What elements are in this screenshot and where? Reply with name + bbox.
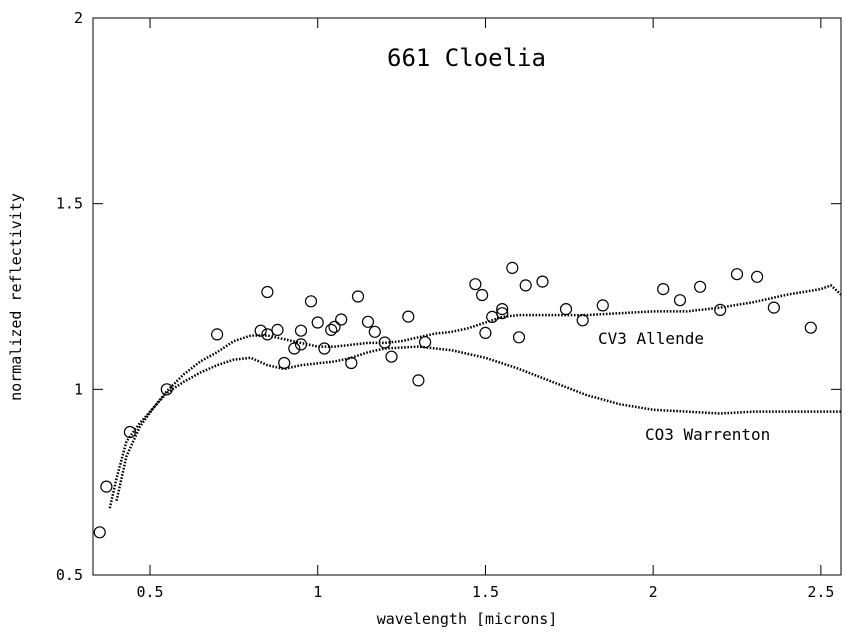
data-point (476, 288, 489, 302)
y-tick-label: 1.5 (56, 195, 83, 213)
data-point (536, 275, 549, 288)
data-point (278, 356, 291, 370)
data-point (730, 268, 744, 281)
data-point (412, 374, 425, 387)
series-label-co3-warrenton: CO3 Warrenton (645, 425, 770, 444)
data-point (673, 294, 687, 307)
data-point (767, 301, 781, 314)
data-point (512, 331, 526, 344)
data-point (496, 307, 509, 320)
data-point (335, 313, 348, 326)
y-tick-label: 0.5 (56, 566, 83, 584)
data-point (100, 480, 113, 493)
comparison-spectra (108, 283, 842, 509)
data-point (304, 295, 318, 308)
data-point (469, 278, 482, 291)
series-line-cv3-allende (108, 283, 842, 509)
data-point (378, 336, 391, 349)
asteroid-data-points (93, 261, 817, 539)
data-point (693, 280, 707, 293)
data-point (271, 323, 284, 336)
data-point (596, 299, 609, 312)
chart-title: 661 Cloelia (387, 44, 546, 72)
plot-frame (92, 17, 842, 576)
data-point (294, 338, 308, 351)
data-point (402, 310, 415, 323)
data-point (93, 526, 106, 539)
x-tick-label: 0.5 (136, 583, 163, 601)
data-point (519, 279, 532, 292)
data-point (160, 383, 173, 396)
data-point (254, 324, 267, 337)
series-label-cv3-allende: CV3 Allende (598, 329, 704, 348)
x-tick-label: 2.5 (807, 583, 834, 601)
data-point (345, 356, 358, 370)
series-line-co3-warrenton (115, 345, 841, 501)
x-axis-title: wavelength [microns] (377, 610, 558, 628)
data-point (804, 321, 817, 334)
data-point (261, 328, 274, 341)
data-point (294, 324, 308, 337)
data-point (496, 303, 509, 316)
data-point (288, 342, 301, 355)
data-point (479, 326, 492, 339)
data-point (123, 425, 136, 439)
data-point (318, 342, 331, 355)
data-point (385, 350, 398, 363)
x-tick-label: 1.5 (472, 583, 499, 601)
y-tick-label: 2 (74, 9, 83, 27)
data-point (328, 320, 341, 333)
y-tick-label: 1 (74, 380, 83, 398)
data-point (211, 328, 224, 341)
data-point (714, 303, 727, 316)
data-point (351, 290, 365, 303)
data-point (750, 270, 764, 283)
y-axis-title: normalized reflectivity (7, 193, 25, 401)
data-point (506, 261, 519, 274)
data-point (419, 336, 432, 349)
axis-ticks: 0.5 1 1.5 2 2.5 0.5 1 1.5 2 (56, 9, 841, 601)
data-point (361, 315, 375, 328)
x-tick-label: 1 (313, 583, 322, 601)
data-point (311, 316, 324, 329)
data-point (559, 303, 573, 316)
data-point (325, 323, 338, 336)
data-point (261, 285, 274, 299)
x-tick-label: 2 (649, 583, 658, 601)
data-point (368, 325, 381, 338)
data-point (657, 283, 670, 296)
data-point (576, 314, 589, 327)
